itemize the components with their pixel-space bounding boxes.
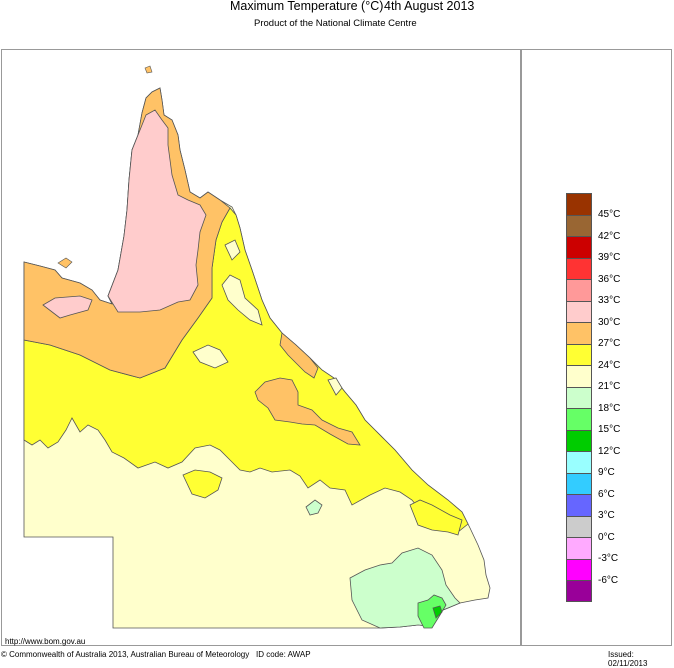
map-subtitle: Product of the National Climate Centre [254, 18, 417, 29]
legend-swatch [566, 365, 592, 387]
region-30-33 [107, 109, 207, 313]
legend-swatch [566, 257, 592, 279]
region-21-24-pocket [221, 274, 263, 326]
region-21-24-pocket [327, 377, 343, 396]
legend-label: -6°C [598, 575, 619, 586]
legend-label: 30°C [598, 317, 621, 328]
legend-label: 9°C [598, 467, 615, 478]
legend-label: 39°C [598, 252, 621, 263]
legend-label: 12°C [598, 446, 621, 457]
legend-divider [520, 49, 522, 646]
legend-swatch [566, 515, 592, 537]
legend-swatch [566, 558, 592, 580]
legend-label: 45°C [598, 209, 621, 220]
legend-swatch [566, 580, 592, 602]
bom-url-link[interactable]: http://www.bom.gov.au [5, 637, 86, 646]
legend-label: 6°C [598, 489, 615, 500]
legend-label: 36°C [598, 274, 621, 285]
issued-date: Issued: 02/11/2013 [608, 650, 648, 668]
region-21-24-pocket [192, 344, 229, 369]
legend-swatch [566, 300, 592, 322]
legend-label: 0°C [598, 532, 615, 543]
legend-swatch [566, 386, 592, 408]
legend-label: 18°C [598, 403, 621, 414]
region-27-30-coast [279, 332, 319, 379]
legend-label: 15°C [598, 424, 621, 435]
legend-swatch [566, 494, 592, 516]
legend-label: 21°C [598, 381, 621, 392]
region-30-33-gulf [42, 295, 93, 319]
region-12-15 [432, 605, 443, 619]
island [144, 65, 153, 74]
plot-frame [1, 49, 672, 646]
map-title: Maximum Temperature (°C) 4th August 2013 [0, 0, 674, 13]
legend-swatch [566, 236, 592, 258]
color-legend [566, 193, 592, 602]
legend-swatch [566, 279, 592, 301]
legend-label: 33°C [598, 295, 621, 306]
legend-label: -3°C [598, 553, 619, 564]
legend-swatch [566, 193, 592, 215]
region-15-18 [417, 594, 447, 629]
title-variable: Maximum Temperature (°C) [230, 0, 384, 13]
copyright-text: © Commonwealth of Australia 2013, Austra… [1, 650, 250, 659]
legend-swatch [566, 408, 592, 430]
region-21-24-pocket [224, 239, 241, 261]
temperature-map [23, 65, 491, 629]
region-18-21-blob [305, 499, 323, 516]
region-24-27-blob [182, 469, 223, 499]
legend-swatch [566, 451, 592, 473]
legend-label: 24°C [598, 360, 621, 371]
title-date: 4th August 2013 [384, 0, 475, 13]
legend-swatch [566, 537, 592, 559]
region-27-30-central [254, 377, 361, 446]
legend-swatch [566, 214, 592, 236]
legend-label: 27°C [598, 338, 621, 349]
id-code: ID code: AWAP [256, 650, 311, 659]
legend-swatch [566, 429, 592, 451]
legend-swatch [566, 322, 592, 344]
legend-label: 3°C [598, 510, 615, 521]
legend-swatch [566, 343, 592, 365]
legend-swatch [566, 472, 592, 494]
region-24-27-blob [409, 499, 463, 536]
island [57, 257, 73, 269]
legend-label: 42°C [598, 231, 621, 242]
